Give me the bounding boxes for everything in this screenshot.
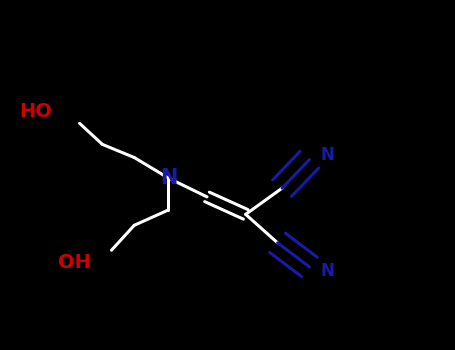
Text: OH: OH xyxy=(58,253,91,272)
Text: N: N xyxy=(160,168,177,188)
Text: N: N xyxy=(321,146,334,164)
Text: HO: HO xyxy=(20,102,52,121)
Text: N: N xyxy=(321,262,334,280)
